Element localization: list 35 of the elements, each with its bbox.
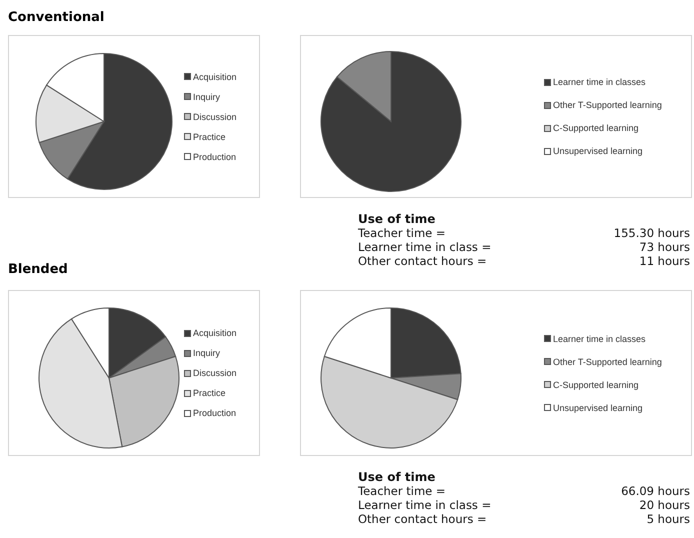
text: Teacher time = (358, 226, 446, 240)
legend-label: Production (193, 152, 236, 162)
text: Learner time in class = (358, 498, 492, 512)
legend-label: Practice (193, 132, 226, 142)
text: Other contact hours = (358, 512, 487, 526)
legend-label: Unsupervised learning (553, 402, 643, 412)
text: 5 hours (646, 512, 690, 526)
legend-label: Learner time in classes (553, 334, 646, 344)
legend-label: Other T-Supported learning (553, 356, 662, 366)
text: 11 hours (639, 254, 690, 268)
text: 73 hours (639, 240, 690, 254)
legend-label: Production (193, 408, 236, 418)
text: Other contact hours = (358, 254, 487, 268)
text: Use of time (358, 470, 436, 484)
text: Use of time (358, 212, 436, 226)
text: 66.09 hours (621, 484, 690, 498)
legend-label: C-Supported learning (553, 123, 639, 133)
text: 155.30 hours (614, 226, 690, 240)
chart-title: Blended (8, 262, 68, 277)
pie-slice (320, 51, 462, 192)
legend-label: Discussion (193, 368, 237, 378)
text: 20 hours (639, 498, 690, 512)
legend-label: Acquisition (193, 328, 237, 338)
legend-label: Learner time in classes (553, 77, 646, 87)
chart-title: Conventional (8, 10, 104, 25)
text: Teacher time = (358, 484, 446, 498)
legend-label: Discussion (193, 112, 237, 122)
legend-label: C-Supported learning (553, 380, 639, 390)
legend-label: Practice (193, 388, 226, 398)
text: Learner time in class = (358, 240, 492, 254)
legend-label: Other T-Supported learning (553, 100, 662, 110)
legend-label: Acquisition (193, 72, 237, 82)
legend-label: Inquiry (193, 348, 220, 358)
legend-label: Inquiry (193, 92, 220, 102)
legend-label: Unsupervised learning (553, 146, 643, 156)
